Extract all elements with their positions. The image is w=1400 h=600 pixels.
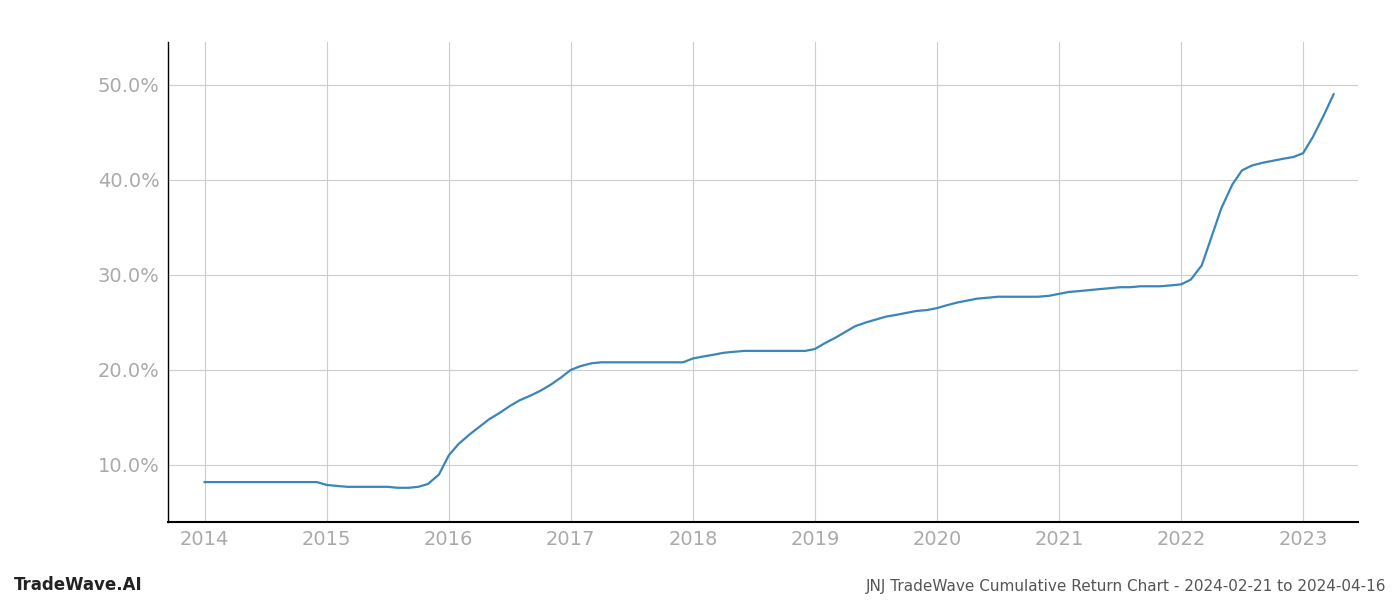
Text: JNJ TradeWave Cumulative Return Chart - 2024-02-21 to 2024-04-16: JNJ TradeWave Cumulative Return Chart - … xyxy=(865,579,1386,594)
Text: TradeWave.AI: TradeWave.AI xyxy=(14,576,143,594)
